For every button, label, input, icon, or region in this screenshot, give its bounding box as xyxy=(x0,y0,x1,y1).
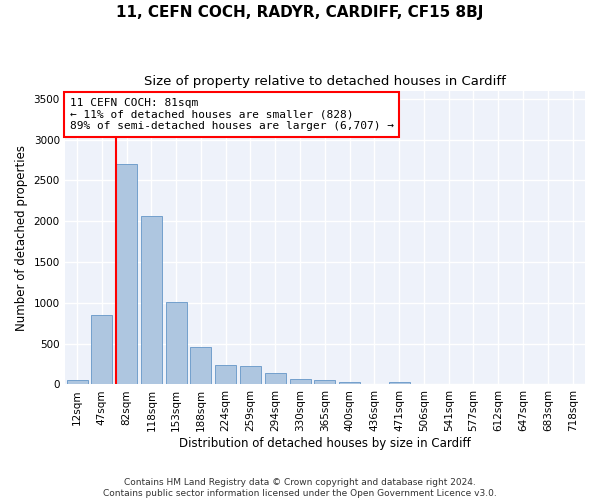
Text: 11 CEFN COCH: 81sqm
← 11% of detached houses are smaller (828)
89% of semi-detac: 11 CEFN COCH: 81sqm ← 11% of detached ho… xyxy=(70,98,394,131)
Bar xyxy=(91,315,112,384)
Bar xyxy=(290,379,311,384)
X-axis label: Distribution of detached houses by size in Cardiff: Distribution of detached houses by size … xyxy=(179,437,471,450)
Bar xyxy=(339,382,360,384)
Bar xyxy=(389,382,410,384)
Bar xyxy=(67,380,88,384)
Bar xyxy=(265,373,286,384)
Bar xyxy=(240,366,261,384)
Text: Contains HM Land Registry data © Crown copyright and database right 2024.
Contai: Contains HM Land Registry data © Crown c… xyxy=(103,478,497,498)
Bar xyxy=(141,216,162,384)
Title: Size of property relative to detached houses in Cardiff: Size of property relative to detached ho… xyxy=(144,75,506,88)
Text: 11, CEFN COCH, RADYR, CARDIFF, CF15 8BJ: 11, CEFN COCH, RADYR, CARDIFF, CF15 8BJ xyxy=(116,5,484,20)
Bar xyxy=(190,347,211,385)
Bar xyxy=(116,164,137,384)
Bar xyxy=(215,365,236,384)
Y-axis label: Number of detached properties: Number of detached properties xyxy=(15,144,28,330)
Bar xyxy=(314,380,335,384)
Bar xyxy=(166,302,187,384)
